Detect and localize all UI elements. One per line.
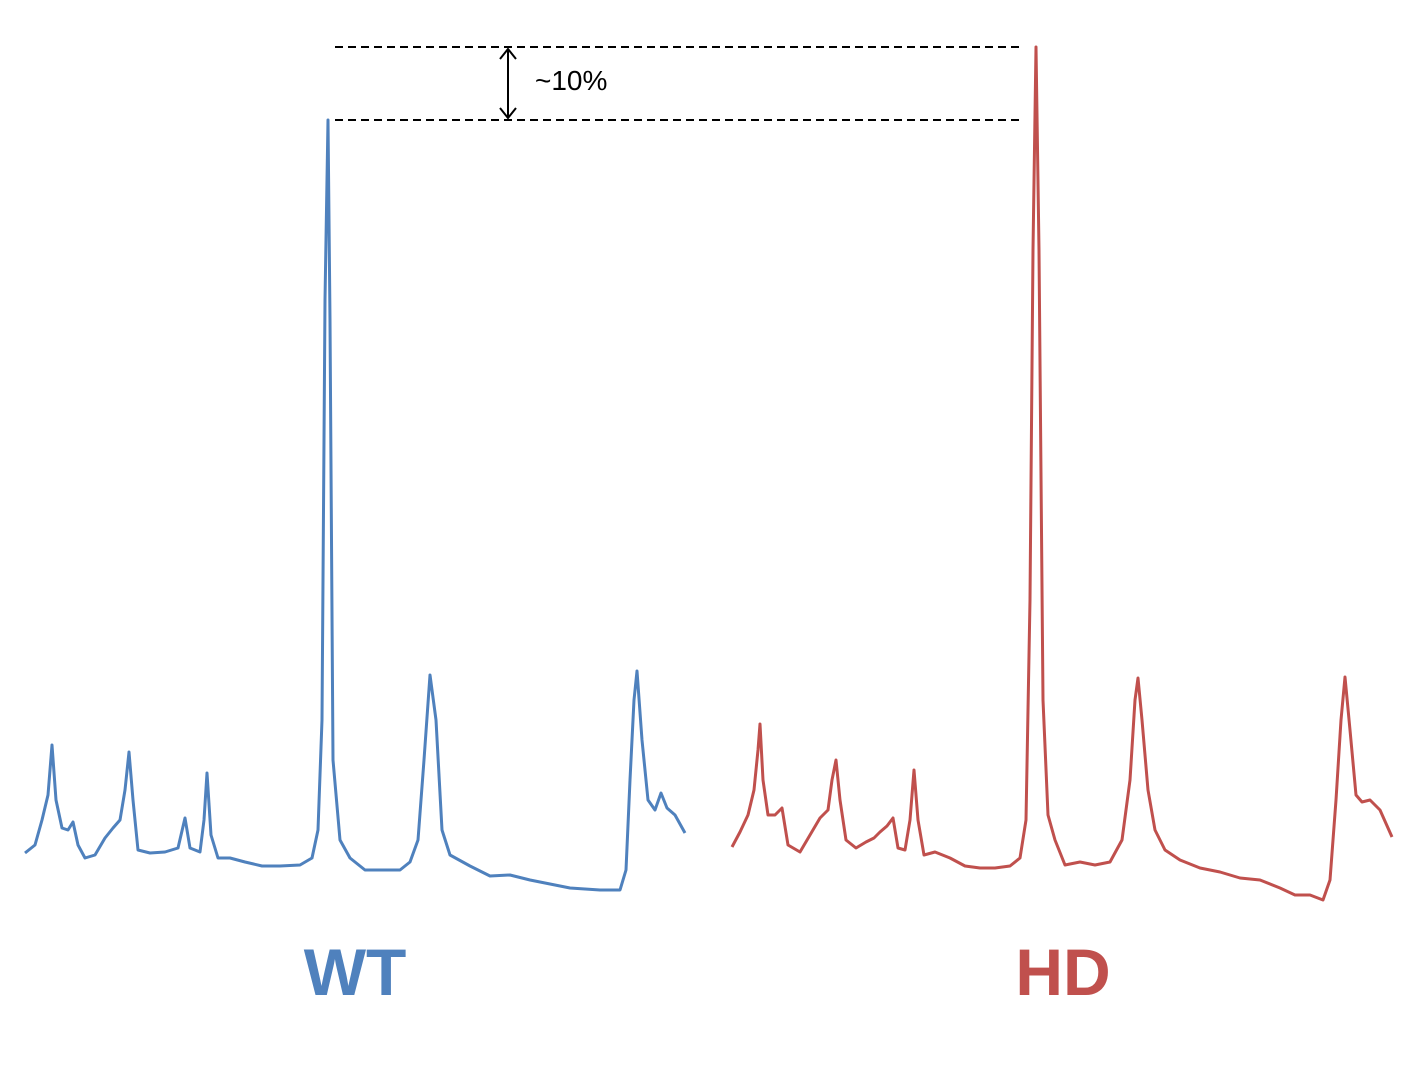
- panel-title: WT: [304, 935, 407, 1009]
- spectrum-line: [730, 45, 1394, 902]
- annotation: ~10%: [535, 65, 607, 96]
- panel-title: HD: [1015, 935, 1110, 1009]
- arrow-head: [499, 47, 517, 120]
- spectrum-line: [24, 118, 687, 892]
